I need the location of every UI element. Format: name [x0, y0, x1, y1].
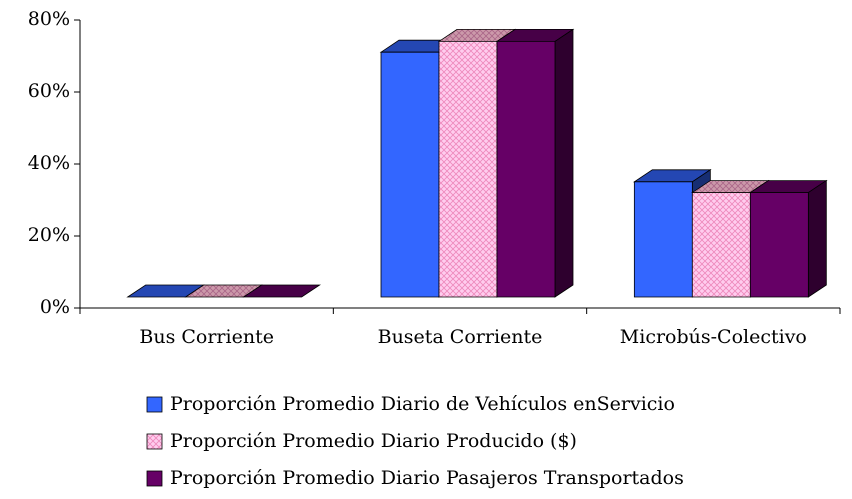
- y-tick-label: 60%: [28, 80, 70, 102]
- x-tick-label: Microbús-Colectivo: [620, 326, 807, 348]
- y-tick-label: 40%: [28, 152, 70, 174]
- bar-front: [380, 51, 440, 298]
- legend-label: Proporción Promedio Diario Producido ($): [170, 430, 577, 452]
- bar-top: [242, 284, 321, 298]
- bar-front: [633, 181, 693, 298]
- legend-swatch: [146, 433, 163, 450]
- legend-swatch: [146, 470, 163, 487]
- bar-front: [496, 41, 556, 298]
- y-tick-label: 20%: [28, 224, 70, 246]
- y-tick-label: 0%: [40, 296, 70, 318]
- bar-side: [554, 28, 574, 298]
- bar: [495, 28, 575, 298]
- legend-label: Proporción Promedio Diario Pasajeros Tra…: [170, 467, 684, 489]
- legend-label: Proporción Promedio Diario de Vehículos …: [170, 393, 675, 415]
- bar-front: [749, 192, 809, 298]
- bar: [242, 284, 321, 298]
- x-tick-label: Bus Corriente: [139, 326, 274, 348]
- bar-front: [438, 41, 498, 298]
- legend-swatch: [146, 396, 163, 413]
- y-tick-label: 80%: [28, 8, 70, 30]
- x-tick-label: Buseta Corriente: [378, 326, 543, 348]
- bar-side: [807, 179, 827, 298]
- bar-front: [691, 192, 751, 298]
- bar: [749, 179, 828, 298]
